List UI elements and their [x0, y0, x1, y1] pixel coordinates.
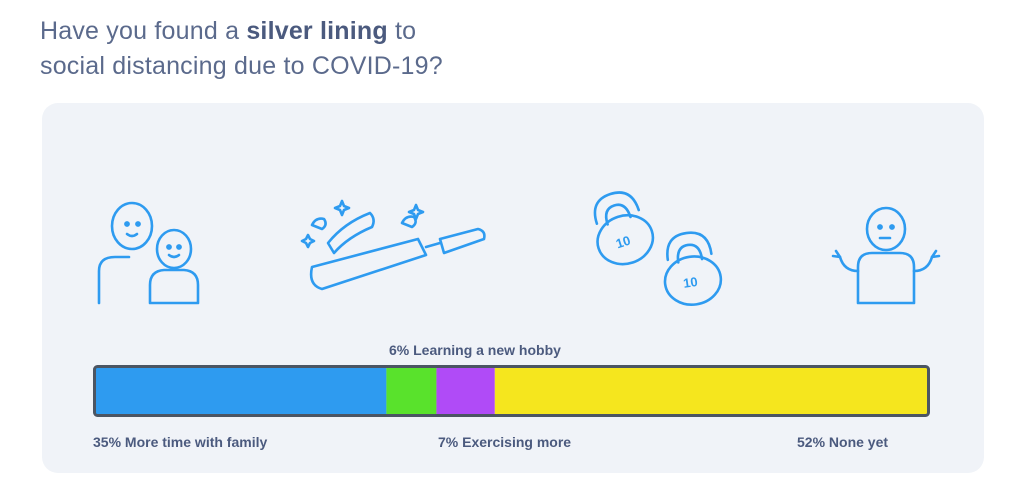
- frying-pan-icon: [300, 197, 490, 297]
- label-family: 35% More time with family: [93, 434, 268, 450]
- label-none-yet: 52% None yet: [797, 434, 889, 450]
- bar-segment-more-time-with-family: [94, 366, 387, 416]
- bar-segment-exercising-more: [436, 366, 495, 416]
- title-emphasis: silver lining: [246, 17, 388, 45]
- family-icon: [94, 201, 209, 305]
- svg-text:10: 10: [682, 274, 698, 291]
- label-exercising: 7% Exercising more: [438, 434, 572, 450]
- title-line-2: social distancing due to COVID-19?: [40, 52, 443, 80]
- svg-text:10: 10: [614, 233, 632, 252]
- bar-segment-none-yet: [494, 366, 929, 416]
- stacked-bar-chart: [93, 365, 930, 417]
- chart-panel: 10 10 6% Learning a new hobby: [42, 103, 984, 473]
- kettlebell-icon: 10 10: [579, 187, 729, 306]
- bar-segment-learning-a-new-hobby: [386, 366, 437, 416]
- page-title: Have you found a silver lining to social …: [40, 17, 443, 80]
- label-learning-hobby: 6% Learning a new hobby: [389, 342, 561, 358]
- bar-outline: [93, 365, 930, 417]
- shrug-person-icon: [831, 205, 941, 305]
